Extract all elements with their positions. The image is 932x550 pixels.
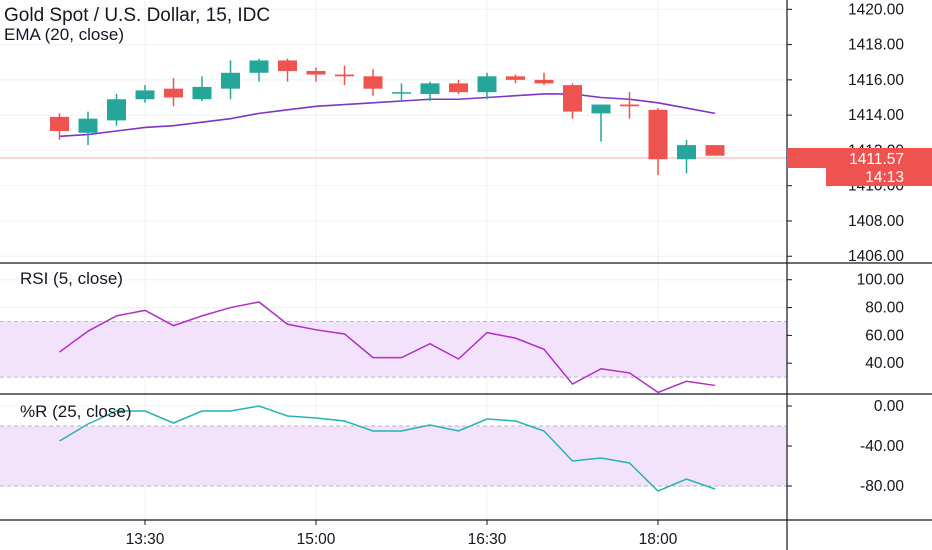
price-tick-label: 1420.00	[848, 1, 904, 18]
candle-body	[164, 88, 183, 98]
wr-tick-label: -40.00	[860, 438, 904, 455]
rsi-band	[0, 321, 787, 378]
candle-body	[192, 86, 212, 100]
candle-body	[420, 83, 440, 94]
candle-body	[306, 71, 326, 75]
rsi-line	[59, 301, 716, 394]
candle-body	[135, 90, 155, 100]
price-tick-label: 1406.00	[848, 248, 904, 265]
candle-body	[392, 92, 411, 94]
candle-body	[221, 72, 240, 89]
candle-body	[249, 60, 269, 73]
candle-body	[335, 74, 354, 77]
candle-body	[677, 145, 696, 160]
candle-body	[620, 104, 639, 107]
indicator-bands	[0, 320, 787, 487]
wr-band	[0, 426, 787, 486]
candle-body	[705, 145, 725, 156]
time-tick-label: 18:00	[639, 531, 678, 548]
price-tick-label: 1416.00	[848, 72, 904, 89]
candle-body	[477, 76, 497, 93]
time-tick-label: 13:30	[126, 531, 165, 548]
last-price-badge	[787, 147, 932, 168]
rsi-tick-label: 80.00	[865, 300, 904, 317]
wr-tick-label: -80.00	[860, 478, 904, 495]
candle-body	[363, 76, 383, 89]
candle-body	[449, 83, 468, 93]
rsi-tick-label: 60.00	[865, 327, 904, 344]
last-price-label: 1411.57	[849, 151, 904, 168]
candle-body	[534, 79, 554, 84]
candle-body	[591, 104, 611, 114]
ema-line	[59, 93, 716, 138]
price-tick-label: 1414.00	[848, 107, 904, 124]
chart-marks	[0, 58, 787, 492]
candle-body	[50, 116, 69, 131]
countdown-badge	[826, 167, 932, 186]
candle-body	[648, 109, 668, 160]
candle-body	[563, 85, 582, 112]
candle-body	[78, 118, 98, 133]
williams-r-line	[59, 405, 716, 492]
time-tick-label: 15:00	[297, 531, 336, 548]
chart-labels: 1420.001418.001416.001414.001412.001410.…	[126, 1, 932, 548]
candle-body	[107, 99, 126, 121]
price-tick-label: 1408.00	[848, 213, 904, 230]
williams-r-legend: %R (25, close)	[20, 402, 131, 421]
ema-legend: EMA (20, close)	[4, 25, 124, 44]
rsi-tick-label: 40.00	[865, 355, 904, 372]
time-tick-label: 16:30	[468, 531, 507, 548]
rsi-tick-label: 100.00	[857, 272, 905, 289]
wr-tick-label: 0.00	[874, 398, 905, 415]
countdown-label: 14:13	[865, 169, 904, 186]
price-tick-label: 1418.00	[848, 37, 904, 54]
candle-body	[506, 76, 525, 80]
rsi-legend: RSI (5, close)	[20, 269, 123, 288]
chart-title: Gold Spot / U.S. Dollar, 15, IDC	[4, 5, 270, 26]
candle-body	[278, 60, 297, 72]
